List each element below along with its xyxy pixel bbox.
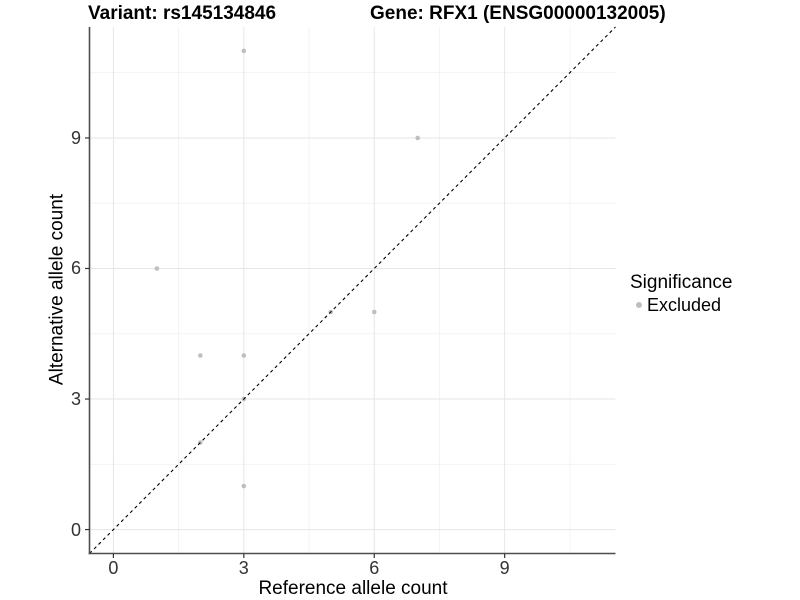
legend-items: Excluded (630, 294, 795, 316)
x-tick-label: 3 (238, 558, 249, 578)
grid-major (89, 27, 616, 554)
x-tick-label: 0 (108, 558, 119, 578)
y-tick-label: 0 (70, 519, 81, 540)
y-tick-label: 6 (70, 258, 81, 279)
x-tick-label: 6 (369, 558, 380, 578)
data-point (371, 309, 377, 315)
plot-title-variant: Variant: rs145134846 (88, 3, 277, 24)
plot-title-gene: Gene: RFX1 (ENSG00000132005) (370, 3, 666, 24)
y-tick-label: 9 (70, 127, 81, 148)
data-point (241, 353, 247, 358)
data-point (154, 266, 160, 271)
legend-key-dot (636, 302, 642, 308)
data-point (198, 353, 203, 358)
y-tick-label: 3 (70, 389, 81, 410)
data-point (241, 483, 247, 489)
legend-item: Excluded (630, 294, 795, 316)
axis-lines (88, 27, 616, 555)
legend: Significance Excluded (630, 271, 795, 316)
x-axis-label: Reference allele count (258, 578, 448, 599)
legend-item-label: Excluded (647, 295, 722, 315)
tick-marks (85, 137, 506, 558)
grid-minor (89, 27, 616, 554)
legend-title: Significance (630, 272, 733, 293)
data-point (241, 48, 247, 54)
x-tick-label: 9 (499, 558, 510, 578)
identity-line (89, 26, 616, 554)
data-point (415, 135, 421, 141)
